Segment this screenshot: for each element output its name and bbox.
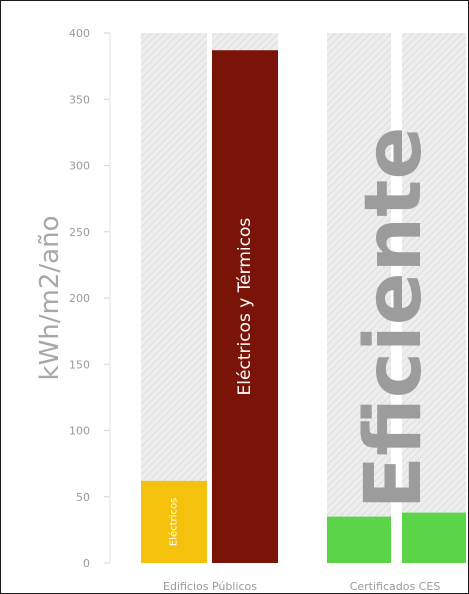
y-axis-label: kWh/m2/año: [35, 216, 65, 381]
y-tick-label-350: 350: [69, 93, 90, 106]
bar-0-1: [212, 50, 278, 564]
labels: kWh/m2/año Eléctricos Eléctricos y Térmico…: [35, 127, 440, 593]
data-bars: [141, 50, 466, 564]
bar-label-0-0: Eléctricos: [168, 498, 180, 546]
y-tick-label-50: 50: [76, 491, 90, 504]
y-tick-label-400: 400: [69, 27, 90, 40]
y-tick-label-250: 250: [69, 226, 90, 239]
background-bar-0-0: [141, 33, 207, 563]
bar-1-1: [402, 512, 466, 563]
y-tick-label-100: 100: [69, 425, 90, 438]
group-label-0: Edificios Públicos: [163, 580, 257, 593]
bar-1-0: [327, 516, 391, 563]
y-axis: 0 50 100 150 200 250 300 350 400: [69, 27, 111, 570]
background-bar-1-0: [327, 33, 391, 563]
group-label-1: Certificados CES: [350, 580, 441, 593]
y-tick-label-0: 0: [83, 557, 90, 570]
background-bar-1-1: [402, 33, 466, 563]
bar-0-0: [141, 480, 207, 563]
y-tick-label-300: 300: [69, 160, 90, 173]
annotation-eficiente: Eficiente: [349, 127, 439, 510]
y-tick-label-150: 150: [69, 358, 90, 371]
bar-label-0-1: Eléctricos y Térmicos: [235, 218, 255, 396]
y-tick-label-200: 200: [69, 292, 90, 305]
